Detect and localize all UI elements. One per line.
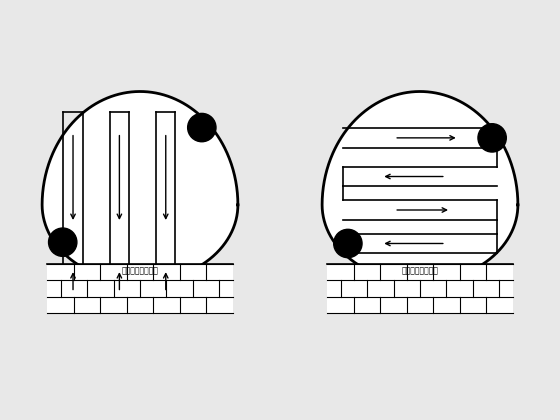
Text: 终点: 终点 xyxy=(198,124,206,131)
Bar xyxy=(327,264,513,313)
Text: 下台阶控制爽射孔: 下台阶控制爽射孔 xyxy=(122,266,158,275)
Polygon shape xyxy=(42,92,238,282)
Text: 终点: 终点 xyxy=(488,134,496,141)
Circle shape xyxy=(188,113,216,142)
Circle shape xyxy=(334,229,362,257)
Text: 起点: 起点 xyxy=(58,239,67,246)
Circle shape xyxy=(478,124,506,152)
Bar xyxy=(47,264,233,313)
Circle shape xyxy=(49,228,77,256)
Text: 起点: 起点 xyxy=(344,240,352,247)
Polygon shape xyxy=(322,92,518,282)
Text: 下台阶控制爽射孔: 下台阶控制爽射孔 xyxy=(402,266,438,275)
